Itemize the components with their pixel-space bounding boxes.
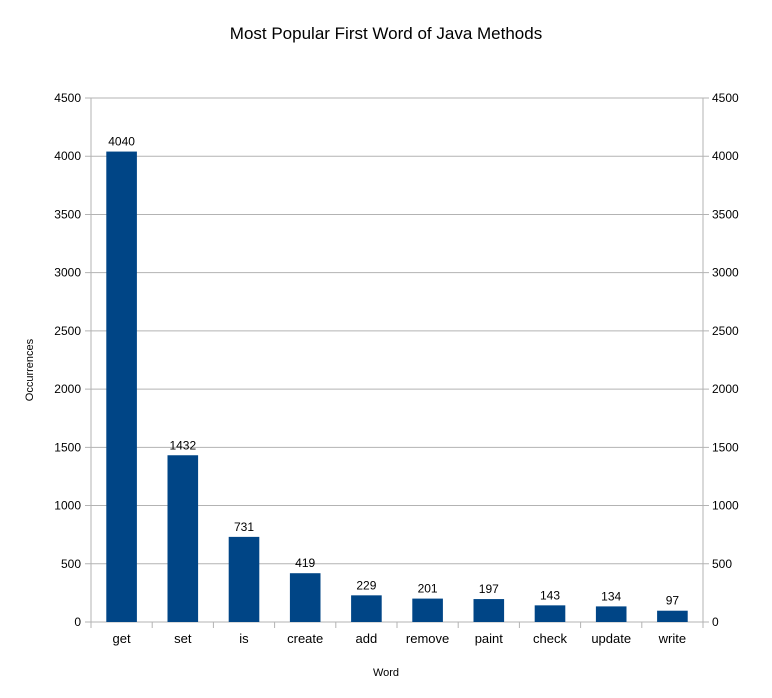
y-tick-label-right: 1500	[712, 440, 739, 454]
bar-check	[534, 605, 566, 622]
x-tick-label: get	[113, 631, 131, 646]
bar-remove	[412, 598, 443, 622]
x-axis: get set is create add remove paint check update w…	[113, 631, 687, 646]
x-tick-label: paint	[475, 631, 504, 646]
x-axis-title: Word	[373, 667, 399, 679]
y-tick-label-right: 4000	[712, 149, 739, 163]
data-label: 97	[666, 594, 680, 608]
data-label: 143	[540, 588, 560, 602]
y-tick-label-right: 3500	[712, 207, 739, 221]
y-tick-label: 0	[74, 615, 81, 629]
bar-set	[167, 455, 199, 622]
bar-paint	[473, 599, 505, 622]
y-tick-label: 1500	[54, 440, 81, 454]
y-tick-label-right: 3000	[712, 266, 739, 280]
bar-is	[228, 536, 260, 622]
y-tick-label: 1000	[54, 499, 81, 513]
y-tick-label-right: 4500	[712, 91, 739, 105]
bar-update	[595, 606, 627, 622]
y-tick-label: 2500	[54, 324, 81, 338]
x-tick-label: set	[174, 631, 192, 646]
y-tick-label-right: 2500	[712, 324, 739, 338]
data-label: 134	[601, 589, 621, 603]
y-tick-label: 3500	[54, 207, 81, 221]
data-label: 1432	[169, 438, 196, 452]
data-label: 229	[356, 578, 376, 592]
x-tick-label: is	[239, 631, 249, 646]
y-axis-title: Occurrences	[24, 338, 36, 401]
x-tick-label: create	[287, 631, 323, 646]
y-tick-label-right: 2000	[712, 382, 739, 396]
data-label: 419	[295, 556, 315, 570]
y-tick-label-right: 1000	[712, 499, 739, 513]
bar-create	[289, 573, 321, 622]
data-label: 731	[234, 520, 254, 534]
y-tick-label: 4000	[54, 149, 81, 163]
bar-get	[106, 151, 137, 622]
x-tick-label: update	[591, 631, 631, 646]
x-tick-label: write	[658, 631, 686, 646]
x-tick-label: add	[356, 631, 378, 646]
y-tick-label: 500	[61, 557, 81, 571]
data-label: 201	[418, 582, 438, 596]
y-tick-label: 3000	[54, 266, 81, 280]
y-tick-label: 4500	[54, 91, 81, 105]
data-labels: 4040 1432 731 419 229 201 197 143 134 97	[108, 135, 679, 608]
data-label: 4040	[108, 135, 135, 149]
bars	[106, 151, 688, 622]
y-axis-right: 0 500 1000 1500 2000 2500 3000 3500 4000 4500	[712, 91, 739, 629]
y-tick-label-right: 0	[712, 615, 719, 629]
y-axis-left: 0 500 1000 1500 2000 2500 3000 3500 4000 4500	[54, 91, 81, 629]
bar-add	[351, 595, 382, 622]
x-tick-label: remove	[406, 631, 449, 646]
bar-write	[657, 610, 688, 622]
chart-title: Most Popular First Word of Java Methods	[230, 24, 542, 43]
x-tick-label: check	[533, 631, 567, 646]
y-tick-label-right: 500	[712, 557, 732, 571]
data-label: 197	[479, 582, 499, 596]
y-tick-label: 2000	[54, 382, 81, 396]
